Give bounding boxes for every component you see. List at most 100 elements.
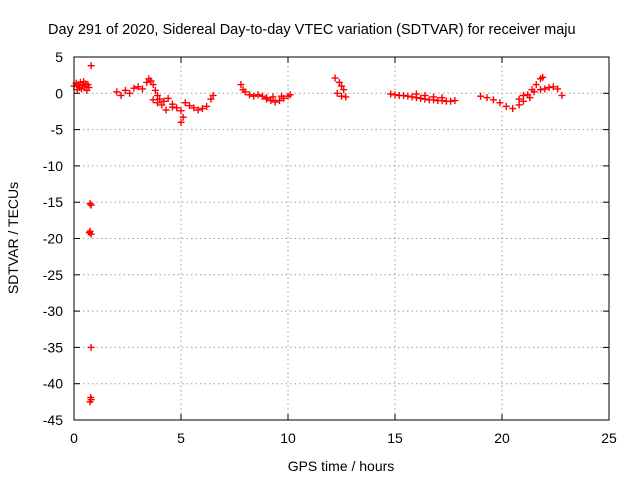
- data-point: [509, 105, 517, 113]
- data-point: [130, 84, 138, 92]
- data-point: [87, 201, 95, 209]
- data-point: [138, 85, 146, 93]
- data-point: [331, 74, 339, 82]
- data-point: [489, 96, 497, 104]
- x-tick-label: 0: [70, 430, 78, 446]
- data-point: [151, 86, 159, 94]
- data-point: [278, 92, 286, 100]
- y-tick-label: 0: [55, 85, 63, 101]
- data-point: [554, 85, 562, 93]
- data-point: [168, 103, 176, 111]
- data-point: [275, 97, 283, 105]
- data-point: [173, 104, 181, 112]
- y-axis-label: SDTVAR / TECUs: [5, 182, 21, 294]
- data-point: [483, 94, 491, 102]
- x-tick-label: 5: [177, 430, 185, 446]
- data-point: [421, 91, 429, 99]
- data-point: [158, 101, 166, 109]
- data-point: [539, 73, 547, 81]
- x-tick-label: 10: [280, 430, 296, 446]
- x-tick-label: 20: [494, 430, 510, 446]
- data-point: [209, 91, 217, 99]
- data-point: [177, 118, 185, 126]
- data-point: [258, 92, 266, 100]
- data-point: [267, 97, 275, 105]
- plot-frame: [73, 56, 610, 421]
- grid: [74, 57, 609, 420]
- data-point: [177, 107, 185, 115]
- data-point: [502, 102, 510, 110]
- data-point: [438, 94, 446, 102]
- data-point: [447, 97, 455, 105]
- data-point: [532, 81, 540, 89]
- data-point: [237, 81, 245, 89]
- axis-ticks: 0 5 10 15 20 25 5 0 -5 -10 -15 -20 -25 -30 -35 -40 -45: [43, 49, 617, 446]
- data-point: [269, 93, 277, 101]
- data-point: [179, 113, 187, 121]
- chart-title: Day 291 of 2020, Sidereal Day-to-day VTE…: [48, 22, 576, 38]
- data-point: [254, 91, 262, 99]
- data-point: [537, 86, 545, 94]
- data-point: [412, 90, 420, 98]
- data-point: [549, 83, 557, 91]
- y-tick-label: -10: [43, 158, 63, 174]
- data-point: [526, 94, 534, 102]
- data-point: [477, 92, 485, 100]
- data-point: [417, 94, 425, 102]
- data-point: [271, 98, 279, 106]
- data-point: [342, 93, 350, 101]
- data-point: [515, 95, 523, 103]
- data-point: [451, 97, 459, 105]
- y-tick-label: -35: [43, 339, 63, 355]
- data-point: [181, 99, 189, 107]
- data-point: [430, 93, 438, 101]
- data-point: [198, 105, 206, 113]
- data-point: [160, 97, 168, 105]
- data-point: [164, 94, 172, 102]
- data-point: [143, 78, 151, 86]
- data-series: [70, 62, 566, 406]
- x-tick-label: 15: [387, 430, 403, 446]
- y-tick-label: -5: [51, 122, 64, 138]
- x-axis-label: GPS time / hours: [288, 458, 395, 474]
- data-point: [545, 83, 553, 91]
- data-point: [113, 88, 121, 96]
- data-point: [207, 95, 215, 103]
- data-point: [117, 91, 125, 99]
- data-point: [87, 62, 95, 70]
- data-point: [149, 96, 157, 104]
- y-tick-label: -20: [43, 231, 63, 247]
- data-point: [286, 91, 294, 99]
- data-point: [85, 83, 93, 91]
- data-point: [121, 86, 129, 94]
- data-point: [338, 92, 345, 100]
- y-tick-label: -45: [43, 412, 63, 428]
- data-point: [190, 104, 198, 112]
- data-point: [558, 91, 566, 99]
- data-point: [340, 86, 348, 94]
- y-tick-label: -40: [43, 376, 63, 392]
- data-point: [203, 102, 211, 110]
- data-point: [149, 81, 157, 89]
- data-point: [85, 229, 93, 237]
- data-point: [87, 396, 95, 404]
- y-tick-label: -30: [43, 303, 63, 319]
- data-point: [496, 99, 504, 107]
- data-point: [541, 85, 549, 93]
- x-tick-label: 25: [601, 430, 617, 446]
- data-point: [530, 88, 538, 96]
- data-point: [126, 89, 134, 97]
- data-point: [194, 106, 202, 114]
- data-point: [162, 106, 170, 114]
- data-point: [408, 93, 416, 101]
- y-tick-label: -25: [43, 267, 63, 283]
- data-point: [86, 200, 94, 208]
- data-point: [245, 91, 253, 99]
- data-point: [250, 92, 258, 100]
- data-point: [391, 91, 399, 99]
- y-tick-label: 5: [55, 49, 63, 65]
- data-point: [333, 89, 341, 97]
- data-point: [87, 343, 95, 351]
- data-point: [156, 95, 164, 103]
